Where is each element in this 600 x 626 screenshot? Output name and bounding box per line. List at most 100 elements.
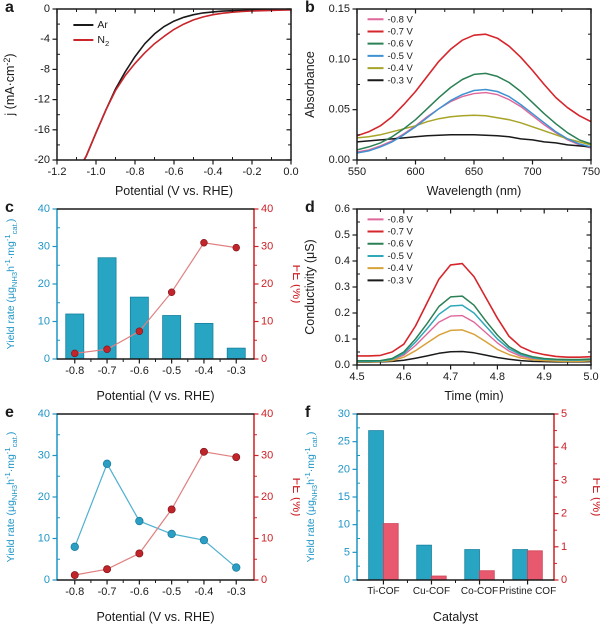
- svg-text:Ti-COF: Ti-COF: [367, 586, 399, 597]
- svg-text:4.5: 4.5: [349, 371, 364, 383]
- svg-text:4.8: 4.8: [490, 371, 505, 383]
- svg-text:-0.4: -0.4: [194, 586, 213, 598]
- svg-text:0: 0: [44, 574, 50, 586]
- svg-text:-0.8 V: -0.8 V: [388, 14, 414, 25]
- svg-text:0.10: 0.10: [329, 53, 350, 65]
- svg-text:Cu-COF: Cu-COF: [413, 586, 450, 597]
- svg-text:-0.7: -0.7: [98, 586, 117, 598]
- svg-text:-0.4 V: -0.4 V: [388, 263, 414, 274]
- svg-text:0.6: 0.6: [335, 203, 350, 215]
- svg-text:FE (%): FE (%): [290, 478, 300, 517]
- svg-text:1: 1: [561, 541, 567, 553]
- svg-text:-0.8 V: -0.8 V: [388, 214, 414, 225]
- svg-text:4.9: 4.9: [537, 371, 552, 383]
- panel-d: d 4.5 4.6 4.7 4.8 4.9 5.0 0.0 0.1 0.2 0.3 0.4 0.5 0.…: [300, 199, 600, 405]
- svg-text:4.6: 4.6: [396, 371, 411, 383]
- panel-e: e -0.8 -0.7 -0.6 -0.5 -0.4 -0.3 0 10 20 30 40 0 10 20…: [0, 404, 300, 626]
- svg-text:0.0: 0.0: [283, 166, 298, 178]
- svg-text:20: 20: [38, 491, 50, 503]
- svg-text:-0.5 V: -0.5 V: [388, 50, 414, 61]
- svg-text:Pristine COF: Pristine COF: [499, 586, 556, 597]
- svg-text:-0.6 V: -0.6 V: [388, 238, 414, 249]
- chart-c-yield-fe-bars: -0.8 -0.7 -0.6 -0.5 -0.4 -0.3 0 10 20 30 40 0 10 20 30…: [3, 203, 300, 403]
- svg-text:Co-COF: Co-COF: [461, 586, 498, 597]
- svg-text:30: 30: [261, 241, 273, 253]
- svg-text:0.2: 0.2: [335, 307, 350, 319]
- svg-text:0: 0: [44, 353, 50, 365]
- svg-text:30: 30: [38, 241, 50, 253]
- svg-text:0: 0: [261, 574, 267, 586]
- svg-text:40: 40: [261, 408, 273, 420]
- chart-f-catalyst-bars: Ti-COF Cu-COF Co-COF Pristine COF0510152025…: [303, 408, 600, 624]
- svg-text:550: 550: [348, 166, 366, 178]
- svg-text:-12: -12: [34, 94, 50, 106]
- svg-text:750: 750: [582, 166, 600, 178]
- svg-text:0.5: 0.5: [335, 229, 350, 241]
- svg-text:-0.4: -0.4: [194, 365, 213, 377]
- svg-text:10: 10: [338, 519, 350, 531]
- panel-d-label: d: [305, 199, 315, 216]
- svg-text:0.15: 0.15: [329, 3, 350, 15]
- svg-text:-0.6: -0.6: [165, 166, 184, 178]
- svg-text:0.4: 0.4: [335, 255, 350, 267]
- svg-text:-0.6: -0.6: [130, 365, 149, 377]
- svg-text:15: 15: [338, 491, 350, 503]
- svg-text:20: 20: [38, 278, 50, 290]
- svg-text:650: 650: [465, 166, 483, 178]
- svg-text:-1.2: -1.2: [48, 166, 67, 178]
- svg-text:-0.2: -0.2: [243, 166, 262, 178]
- svg-text:-0.8: -0.8: [65, 586, 84, 598]
- svg-text:10: 10: [38, 316, 50, 328]
- svg-text:25: 25: [338, 436, 350, 448]
- svg-text:-0.3: -0.3: [227, 586, 246, 598]
- svg-text:-0.4 V: -0.4 V: [388, 63, 414, 74]
- svg-text:Time (min): Time (min): [444, 389, 503, 403]
- svg-text:0.1: 0.1: [335, 333, 350, 345]
- svg-text:20: 20: [261, 491, 273, 503]
- svg-text:4.7: 4.7: [443, 371, 458, 383]
- svg-text:-0.5 V: -0.5 V: [388, 250, 414, 261]
- svg-text:2: 2: [561, 508, 567, 520]
- svg-text:40: 40: [38, 408, 50, 420]
- panel-b: b 550 600 650 700 750 0.00 0.05 0.10 0.15 Wavelen…: [300, 0, 600, 200]
- svg-text:Ar: Ar: [97, 19, 108, 31]
- svg-text:-0.3 V: -0.3 V: [388, 75, 414, 86]
- svg-text:-0.5: -0.5: [162, 365, 181, 377]
- svg-text:Potential (V vs. RHE): Potential (V vs. RHE): [96, 610, 214, 624]
- svg-text:-16: -16: [34, 124, 50, 136]
- svg-text:Catalyst: Catalyst: [433, 610, 479, 624]
- svg-text:30: 30: [338, 408, 350, 420]
- svg-text:Potential (V vs. RHE): Potential (V vs. RHE): [115, 184, 233, 198]
- panel-f: f Ti-COF Cu-COF Co-COF Pristine COF 0 5 10 15 20…: [300, 404, 600, 626]
- svg-text:-0.6 V: -0.6 V: [388, 38, 414, 49]
- svg-text:-0.5: -0.5: [162, 586, 181, 598]
- svg-text:FE (%): FE (%): [290, 265, 300, 304]
- svg-text:Absorbance: Absorbance: [303, 51, 317, 118]
- svg-text:-0.7: -0.7: [98, 365, 117, 377]
- panel-c: c -0.8 -0.7 -0.6 -0.5 -0.4 -0.3 0 10 20 30 40 0 10 20…: [0, 199, 300, 405]
- svg-text:Potential (V vs. RHE): Potential (V vs. RHE): [96, 389, 214, 403]
- svg-text:10: 10: [38, 533, 50, 545]
- svg-text:-1.0: -1.0: [87, 166, 106, 178]
- svg-text:Yield rate (μgNH3h-1·mg-1cat.): Yield rate (μgNH3h-1·mg-1cat.): [3, 219, 19, 350]
- svg-text:0: 0: [561, 574, 567, 586]
- svg-text:-0.4: -0.4: [204, 166, 223, 178]
- svg-text:-0.6: -0.6: [130, 586, 149, 598]
- panel-b-label: b: [305, 0, 315, 16]
- svg-text:-0.3 V: -0.3 V: [388, 275, 414, 286]
- panel-e-label: e: [5, 404, 14, 421]
- chart-d-conductivity: 4.5 4.6 4.7 4.8 4.9 5.0 0.0 0.1 0.2 0.3 0.4 0.5 0.6 T…: [303, 203, 599, 403]
- svg-text:-0.3: -0.3: [227, 365, 246, 377]
- svg-text:Yield rate (μgNH3h-1·mg-1cat.): Yield rate (μgNH3h-1·mg-1cat.): [3, 432, 19, 563]
- svg-text:0.3: 0.3: [335, 281, 350, 293]
- svg-text:0.05: 0.05: [329, 104, 350, 116]
- svg-text:5: 5: [561, 408, 567, 420]
- svg-text:0: 0: [344, 574, 350, 586]
- svg-text:20: 20: [338, 463, 350, 475]
- svg-text:0.00: 0.00: [329, 154, 350, 166]
- chart-e-yield-fe-lines: -0.8 -0.7 -0.6 -0.5 -0.4 -0.3 0 10 20 30 40 0 10 20 30…: [3, 408, 300, 624]
- svg-text:0: 0: [261, 353, 267, 365]
- svg-text:600: 600: [406, 166, 424, 178]
- svg-text:-0.8: -0.8: [65, 365, 84, 377]
- panel-f-label: f: [305, 404, 311, 421]
